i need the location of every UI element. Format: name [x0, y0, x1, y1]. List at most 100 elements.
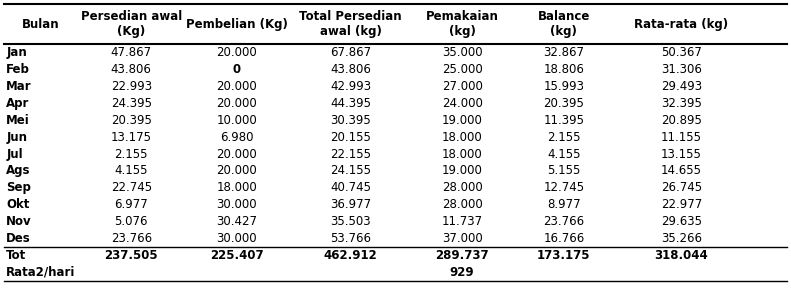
- Text: 2.155: 2.155: [115, 148, 148, 160]
- Text: 11.737: 11.737: [441, 215, 483, 228]
- Text: 11.395: 11.395: [543, 114, 585, 127]
- Text: Apr: Apr: [6, 97, 30, 110]
- Text: Tot: Tot: [6, 249, 27, 262]
- Text: 20.000: 20.000: [217, 97, 257, 110]
- Text: 30.000: 30.000: [217, 198, 257, 211]
- Text: Jan: Jan: [6, 46, 27, 59]
- Text: 20.000: 20.000: [217, 80, 257, 93]
- Text: 28.000: 28.000: [441, 198, 483, 211]
- Text: Rata2/hari: Rata2/hari: [6, 266, 76, 279]
- Text: 173.175: 173.175: [537, 249, 591, 262]
- Text: 11.155: 11.155: [660, 131, 702, 144]
- Text: 37.000: 37.000: [441, 232, 483, 245]
- Text: 22.993: 22.993: [111, 80, 152, 93]
- Text: Pemakaian
(kg): Pemakaian (kg): [426, 10, 498, 38]
- Text: 4.155: 4.155: [115, 165, 148, 177]
- Text: 35.503: 35.503: [330, 215, 371, 228]
- Text: 18.000: 18.000: [217, 181, 257, 194]
- Text: 318.044: 318.044: [654, 249, 708, 262]
- Text: 20.395: 20.395: [111, 114, 152, 127]
- Text: 25.000: 25.000: [441, 63, 483, 76]
- Text: 50.367: 50.367: [661, 46, 702, 59]
- Text: 27.000: 27.000: [441, 80, 483, 93]
- Text: Sep: Sep: [6, 181, 31, 194]
- Text: 43.806: 43.806: [330, 63, 371, 76]
- Text: Nov: Nov: [6, 215, 32, 228]
- Text: 6.977: 6.977: [115, 198, 148, 211]
- Text: Bulan: Bulan: [22, 18, 60, 31]
- Text: 10.000: 10.000: [217, 114, 257, 127]
- Text: 22.155: 22.155: [330, 148, 371, 160]
- Text: Ags: Ags: [6, 165, 31, 177]
- Text: 929: 929: [450, 266, 475, 279]
- Text: 20.000: 20.000: [217, 148, 257, 160]
- Text: 19.000: 19.000: [441, 114, 483, 127]
- Text: 289.737: 289.737: [435, 249, 489, 262]
- Text: 18.806: 18.806: [543, 63, 585, 76]
- Text: 462.912: 462.912: [324, 249, 377, 262]
- Text: 30.427: 30.427: [217, 215, 257, 228]
- Text: Persedian awal
(Kg): Persedian awal (Kg): [81, 10, 182, 38]
- Text: 237.505: 237.505: [104, 249, 158, 262]
- Text: 47.867: 47.867: [111, 46, 152, 59]
- Text: 24.395: 24.395: [111, 97, 152, 110]
- Text: 18.000: 18.000: [441, 148, 483, 160]
- Text: Mar: Mar: [6, 80, 32, 93]
- Text: 30.395: 30.395: [330, 114, 371, 127]
- Text: 20.155: 20.155: [330, 131, 371, 144]
- Text: 40.745: 40.745: [330, 181, 371, 194]
- Text: 29.493: 29.493: [660, 80, 702, 93]
- Text: 20.000: 20.000: [217, 46, 257, 59]
- Text: 23.766: 23.766: [543, 215, 585, 228]
- Text: 5.076: 5.076: [115, 215, 148, 228]
- Text: 0: 0: [233, 63, 241, 76]
- Text: 4.155: 4.155: [547, 148, 581, 160]
- Text: 26.745: 26.745: [660, 181, 702, 194]
- Text: Jul: Jul: [6, 148, 23, 160]
- Text: 32.395: 32.395: [661, 97, 702, 110]
- Text: 29.635: 29.635: [660, 215, 702, 228]
- Text: 20.895: 20.895: [661, 114, 702, 127]
- Text: 14.655: 14.655: [660, 165, 702, 177]
- Text: 6.980: 6.980: [220, 131, 254, 144]
- Text: Pembelian (Kg): Pembelian (Kg): [186, 18, 288, 31]
- Text: 31.306: 31.306: [661, 63, 702, 76]
- Text: 13.175: 13.175: [111, 131, 152, 144]
- Text: 2.155: 2.155: [547, 131, 581, 144]
- Text: 22.745: 22.745: [111, 181, 152, 194]
- Text: 225.407: 225.407: [210, 249, 263, 262]
- Text: 8.977: 8.977: [547, 198, 581, 211]
- Text: 30.000: 30.000: [217, 232, 257, 245]
- Text: Feb: Feb: [6, 63, 30, 76]
- Text: 16.766: 16.766: [543, 232, 585, 245]
- Text: 22.977: 22.977: [660, 198, 702, 211]
- Text: 44.395: 44.395: [330, 97, 371, 110]
- Text: 18.000: 18.000: [441, 131, 483, 144]
- Text: 53.766: 53.766: [330, 232, 371, 245]
- Text: 35.000: 35.000: [441, 46, 483, 59]
- Text: 23.766: 23.766: [111, 232, 152, 245]
- Text: Total Persedian
awal (kg): Total Persedian awal (kg): [299, 10, 402, 38]
- Text: Okt: Okt: [6, 198, 30, 211]
- Text: 67.867: 67.867: [330, 46, 371, 59]
- Text: Jun: Jun: [6, 131, 28, 144]
- Text: 12.745: 12.745: [543, 181, 585, 194]
- Text: 42.993: 42.993: [330, 80, 371, 93]
- Text: 20.395: 20.395: [543, 97, 585, 110]
- Text: 28.000: 28.000: [441, 181, 483, 194]
- Text: 13.155: 13.155: [661, 148, 702, 160]
- Text: 20.000: 20.000: [217, 165, 257, 177]
- Text: 35.266: 35.266: [660, 232, 702, 245]
- Text: Balance
(kg): Balance (kg): [538, 10, 590, 38]
- Text: 24.155: 24.155: [330, 165, 371, 177]
- Text: 32.867: 32.867: [543, 46, 585, 59]
- Text: 19.000: 19.000: [441, 165, 483, 177]
- Text: Rata-rata (kg): Rata-rata (kg): [634, 18, 729, 31]
- Text: Des: Des: [6, 232, 31, 245]
- Text: 43.806: 43.806: [111, 63, 152, 76]
- Text: 24.000: 24.000: [441, 97, 483, 110]
- Text: 15.993: 15.993: [543, 80, 585, 93]
- Text: 5.155: 5.155: [547, 165, 581, 177]
- Text: 36.977: 36.977: [330, 198, 371, 211]
- Text: Mei: Mei: [6, 114, 30, 127]
